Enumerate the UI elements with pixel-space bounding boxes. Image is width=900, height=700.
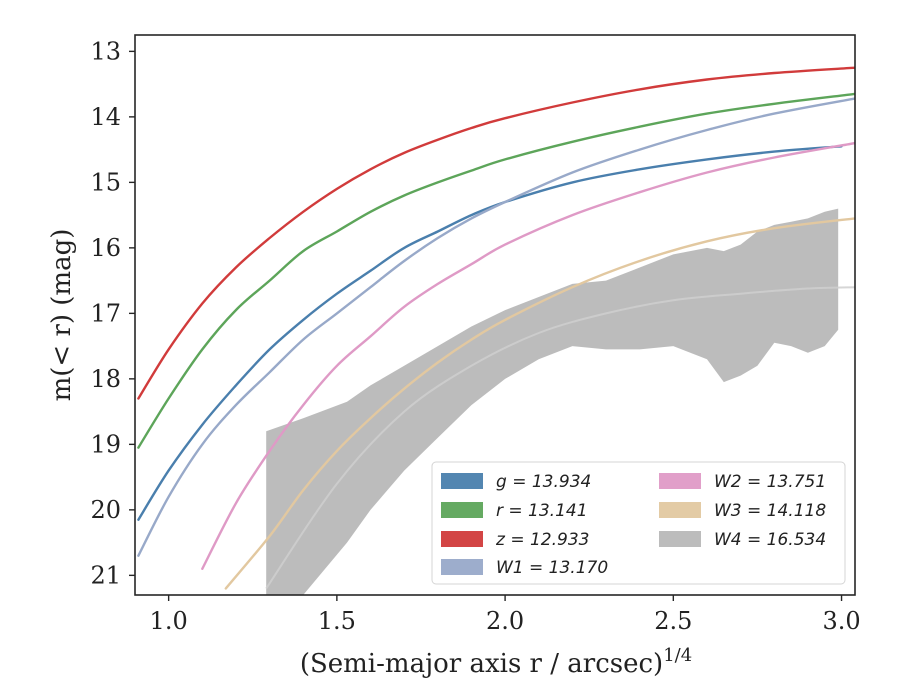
legend-swatch-z [441, 531, 483, 547]
y-tick-label: 17 [90, 299, 121, 327]
y-tick-label: 16 [90, 234, 121, 262]
legend-swatch-w4 [659, 531, 701, 547]
x-axis-title: (Semi-major axis r / arcsec)1/4 [300, 645, 692, 679]
w3-curve [224, 217, 855, 590]
r-curve [137, 92, 855, 449]
legend-label-z: z = 12.933 [495, 530, 589, 550]
legend-label-w3: W3 = 14.118 [714, 501, 826, 521]
y-axis-ticks: 13 14 15 16 17 18 19 20 21 [90, 37, 135, 589]
y-axis-title: m(< r) (mag) [47, 229, 77, 402]
y-tick-label: 21 [90, 561, 121, 589]
w4-uncertainty-band [266, 208, 839, 595]
y-tick-label: 13 [90, 37, 121, 65]
legend-label-w1: W1 = 13.170 [496, 558, 608, 578]
legend-label-w4: W4 = 16.534 [714, 530, 826, 550]
legend-box [431, 461, 846, 585]
w2-curve [201, 141, 855, 570]
legend-swatch-w2 [659, 473, 701, 489]
w1-curve [137, 97, 855, 557]
legend-swatch-w1 [441, 559, 483, 575]
legend: g = 13.934 r = 13.141 z = 12.933 W1 = 13.17… [431, 461, 846, 585]
x-axis-ticks: 1.0 1.5 2.0 2.5 3.0 [150, 595, 861, 635]
legend-label-r: r = 13.141 [496, 501, 588, 521]
g-curve [137, 145, 843, 521]
legend-label-w2: W2 = 13.751 [714, 472, 826, 492]
band-layer [265, 208, 855, 595]
plot-frame [134, 34, 856, 596]
x-tick-label: 2.0 [486, 607, 524, 635]
x-tick-label: 3.0 [822, 607, 860, 635]
x-tick-label: 1.0 [150, 607, 188, 635]
y-tick-label: 18 [90, 365, 121, 393]
legend-label-g: g = 13.934 [496, 472, 591, 492]
legend-swatch-w3 [659, 502, 701, 518]
y-tick-label: 20 [90, 496, 121, 524]
z-curve [137, 66, 855, 400]
x-tick-label: 2.5 [654, 607, 692, 635]
y-tick-label: 19 [90, 430, 121, 458]
y-tick-label: 15 [90, 168, 121, 196]
w4-median-line [265, 286, 855, 590]
x-tick-label: 1.5 [318, 607, 356, 635]
legend-swatch-g [441, 473, 483, 489]
line-layer [137, 66, 855, 590]
y-tick-label: 14 [90, 103, 121, 131]
legend-swatch-r [441, 502, 483, 518]
